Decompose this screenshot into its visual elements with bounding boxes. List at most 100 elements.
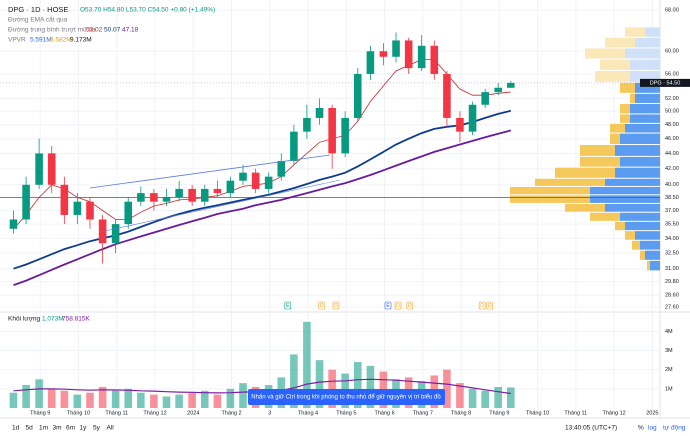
y-tick-label: 46.00 bbox=[665, 136, 679, 142]
candle-body bbox=[200, 188, 209, 202]
candle-body bbox=[494, 87, 502, 93]
y-tick-label: 27.60 bbox=[665, 304, 679, 310]
auto-toggle[interactable]: tự động bbox=[663, 425, 686, 432]
y-tick-label: 35.50 bbox=[665, 222, 679, 228]
volume-profile-bar bbox=[615, 167, 660, 178]
volume-value: 1.073M bbox=[42, 316, 64, 323]
y-tick-label: 56.00 bbox=[665, 71, 679, 77]
range-button[interactable]: 1m bbox=[39, 425, 48, 432]
y-tick-label: 50.00 bbox=[665, 109, 679, 115]
last-price-label: DPG · 54.50 bbox=[650, 80, 681, 86]
event-label: D bbox=[488, 303, 492, 309]
candle-body bbox=[251, 172, 260, 189]
volume-profile-bar bbox=[630, 103, 660, 114]
y-tick-label: 2M bbox=[665, 367, 673, 373]
indicator-name[interactable]: Đường EMA cắt qua bbox=[8, 15, 68, 24]
range-button[interactable]: 1d bbox=[12, 425, 20, 432]
range-button[interactable]: 5y bbox=[93, 425, 101, 432]
volume-profile-bar bbox=[605, 178, 660, 186]
event-marker[interactable] bbox=[284, 301, 292, 310]
event-marker[interactable] bbox=[318, 301, 326, 310]
candle-body bbox=[213, 188, 222, 194]
last-price-tag bbox=[640, 78, 690, 87]
symbol-title[interactable]: DPG · 1D · HOSE bbox=[8, 5, 68, 14]
volume-bar bbox=[366, 365, 375, 408]
volume-bar bbox=[73, 394, 82, 408]
y-tick-label: 38.50 bbox=[665, 195, 679, 201]
volume-profile-bar bbox=[640, 250, 645, 260]
range-button[interactable]: 6m bbox=[66, 425, 75, 432]
indicator-name[interactable]: VPVR bbox=[8, 37, 26, 44]
ma-value: 50.07 bbox=[104, 27, 121, 34]
candle-body bbox=[162, 197, 171, 202]
volume-bar bbox=[481, 390, 489, 408]
event-marker[interactable] bbox=[394, 301, 402, 310]
volume-profile-bar bbox=[630, 93, 635, 103]
volume-profile-bar bbox=[585, 48, 625, 59]
volume-profile-bar bbox=[630, 59, 660, 70]
range-button[interactable]: 3m bbox=[53, 425, 62, 432]
tooltip-text: Nhấn và giữ Ctrl trong khi phóng to thu … bbox=[251, 394, 441, 401]
volume-profile-bar bbox=[620, 114, 630, 123]
candle-body bbox=[60, 184, 69, 215]
vpvr-value: 9.173M bbox=[70, 37, 92, 44]
y-tick-label: 40.00 bbox=[665, 182, 679, 188]
volume-profile-bar bbox=[620, 103, 630, 114]
log-toggle[interactable]: log bbox=[648, 425, 657, 432]
volume-profile-bar bbox=[605, 203, 660, 212]
y-tick-label: 34.00 bbox=[665, 236, 679, 242]
volume-bar bbox=[124, 388, 133, 408]
event-marker[interactable] bbox=[478, 301, 486, 310]
candle-body bbox=[264, 176, 273, 189]
y-tick-label: 42.00 bbox=[665, 166, 679, 172]
range-button[interactable]: 5d bbox=[26, 425, 34, 432]
x-tick-label: Tháng 9 bbox=[30, 410, 50, 416]
x-tick-label: Tháng 9 bbox=[489, 410, 509, 416]
event-label: D bbox=[334, 303, 338, 309]
candle-body bbox=[341, 117, 349, 154]
vpvr-value: 5.591M bbox=[30, 37, 52, 44]
volume-profile-bar bbox=[625, 231, 635, 240]
candle-body bbox=[353, 73, 362, 118]
volume-profile-bar bbox=[565, 203, 605, 212]
volume-profile-bar bbox=[615, 145, 660, 156]
volume-profile-bar bbox=[647, 260, 650, 271]
volume-bar bbox=[150, 394, 158, 408]
volume-profile-bar bbox=[620, 212, 660, 221]
event-marker[interactable] bbox=[486, 301, 494, 310]
volume-profile-bar bbox=[625, 221, 660, 231]
volume-bar bbox=[328, 369, 336, 408]
volume-profile-bar bbox=[615, 221, 625, 231]
volume-profile-bar bbox=[650, 260, 660, 271]
y-tick-label: 4M bbox=[665, 329, 673, 335]
candle-body bbox=[35, 153, 43, 185]
volume-profile-bar bbox=[600, 59, 630, 70]
volume-title[interactable]: Khối lượng bbox=[8, 314, 40, 323]
candle-body bbox=[290, 131, 298, 161]
event-label: D bbox=[320, 303, 324, 309]
y-tick-label: 31.00 bbox=[665, 266, 679, 272]
range-button[interactable]: 1y bbox=[80, 425, 88, 432]
volume-bar bbox=[60, 390, 69, 408]
event-label: D bbox=[480, 303, 484, 309]
range-button[interactable]: All bbox=[107, 425, 115, 432]
percent-toggle[interactable]: % bbox=[638, 425, 644, 432]
volume-bar bbox=[213, 394, 222, 408]
event-marker[interactable] bbox=[384, 301, 392, 310]
x-tick-label: Tháng 8 bbox=[451, 410, 471, 416]
candle-body bbox=[481, 92, 489, 105]
volume-bar bbox=[226, 388, 235, 408]
ma-value: 47.18 bbox=[122, 27, 139, 34]
event-marker[interactable] bbox=[332, 301, 340, 310]
candle-body bbox=[417, 45, 426, 69]
event-marker[interactable] bbox=[406, 301, 414, 310]
tooltip bbox=[248, 389, 445, 405]
indicator-name[interactable]: Đường trung bình trượt mũ ba bbox=[8, 27, 96, 34]
y-tick-label: 28.60 bbox=[665, 293, 679, 299]
volume-bar bbox=[315, 360, 324, 408]
candle-body bbox=[443, 73, 451, 118]
candle-body bbox=[86, 201, 94, 220]
candle-body bbox=[73, 201, 82, 215]
